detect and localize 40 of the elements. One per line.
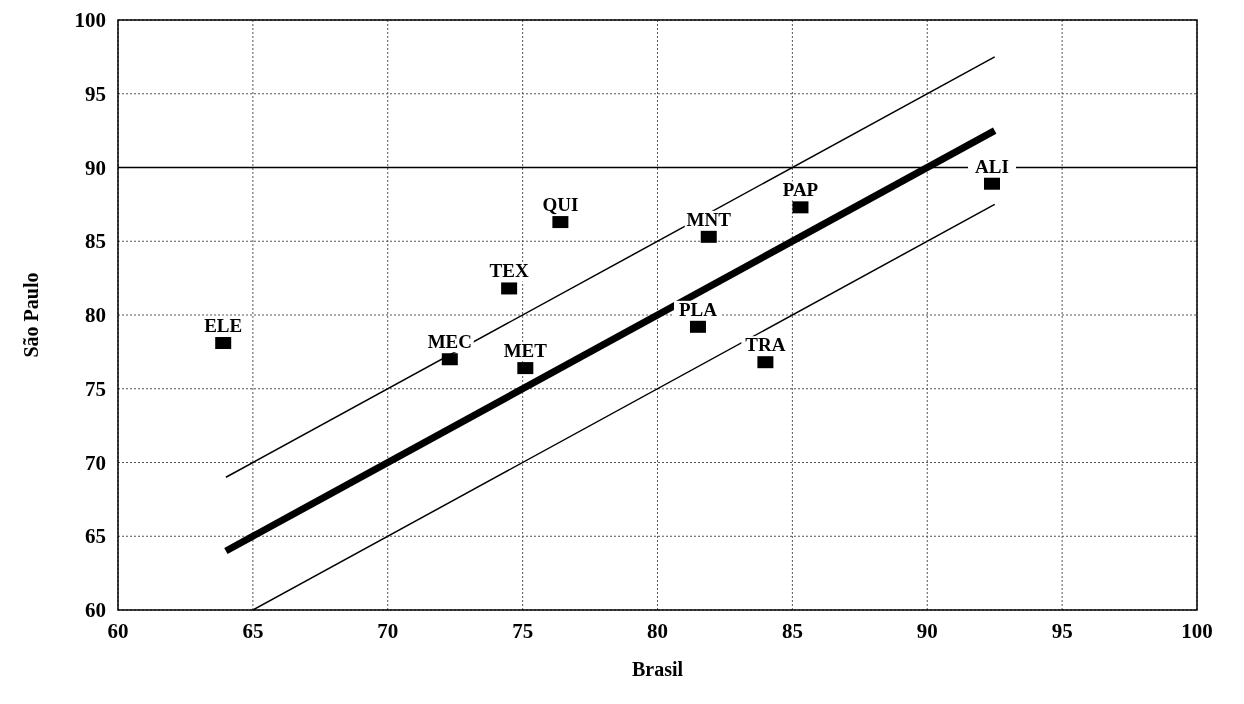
y-tick-label: 85 [85,229,106,254]
annotation: ELE [204,315,243,337]
annotation: MET [503,340,548,362]
y-tick-label: 70 [85,450,106,475]
annotation: TEX [489,260,529,282]
annotation: MEC [427,331,472,353]
y-tick-label: 80 [85,303,106,327]
point [501,282,518,295]
annotation: TRA [745,334,786,356]
annotation: ALI [975,155,1009,177]
x-tick-label: 60 [107,619,129,643]
x-axis-title: Brasil [631,658,684,680]
x-tick-label: 100 [1181,619,1213,643]
point [689,320,706,333]
y-tick-label: 65 [85,524,106,549]
y-tick-label: 95 [85,81,106,106]
point [517,362,534,375]
x-tick-label: 90 [916,619,938,643]
x-tick-label: 65 [242,619,264,643]
point [757,356,774,369]
point [215,337,232,350]
y-tick-label: 75 [85,376,106,401]
y-tick-label: 60 [85,598,106,622]
y-tick-label: 100 [74,8,106,32]
annotation: PLA [678,298,718,320]
point [700,230,717,243]
x-tick-label: 75 [512,619,534,643]
x-tick-label: 80 [647,619,668,643]
point [792,201,809,214]
y-axis-title: São Paulo [20,272,42,358]
x-tick-label: 70 [377,619,399,643]
annotation: QUI [542,194,579,216]
annotation: MNT [686,208,732,230]
point [552,216,569,229]
x-tick-label: 85 [781,619,803,643]
annotation: PAP [782,179,819,201]
point [983,177,1000,190]
y-tick-label: 90 [85,155,106,180]
x-tick-label: 95 [1051,619,1073,643]
point [441,353,458,366]
